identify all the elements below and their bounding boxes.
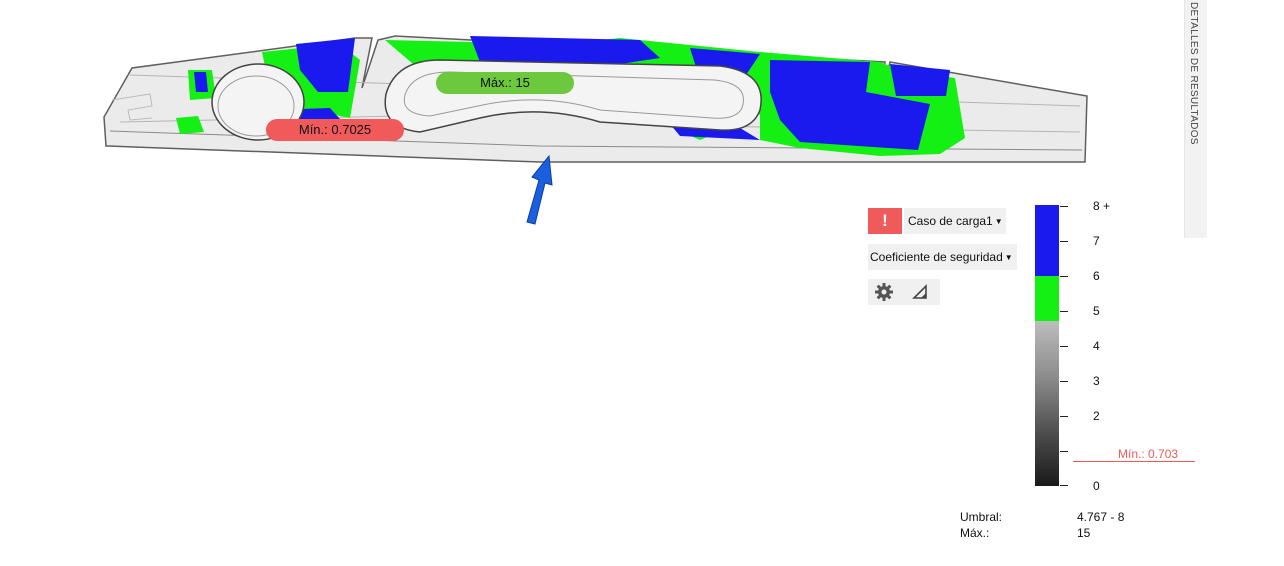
legend-min-marker-label: Mín.: 0.703 — [1118, 447, 1179, 461]
warning-icon[interactable]: ! — [868, 208, 902, 234]
result-details-tab-label: DETALLES DE RESULTADOS — [1188, 2, 1199, 145]
load-case-row: ! Caso de carga1 ▼ — [868, 208, 1006, 234]
threshold-label: Umbral: — [960, 510, 1003, 524]
part-notch — [111, 93, 153, 121]
legend-tick — [1060, 346, 1068, 347]
result-details-tab[interactable]: DETALLES DE RESULTADOS — [1184, 0, 1207, 238]
chevron-down-icon: ▼ — [994, 216, 1003, 226]
result-type-dropdown[interactable]: Coeficiente de seguridad ▼ — [868, 244, 1017, 270]
legend-tick — [1060, 206, 1068, 207]
triangle-probe-icon[interactable] — [912, 284, 928, 300]
legend-tick — [1060, 416, 1068, 417]
part-hole-inner — [217, 75, 295, 137]
legend-label: 0 — [1093, 479, 1100, 493]
legend-tools — [868, 279, 940, 305]
load-arrow-icon[interactable] — [526, 154, 553, 225]
legend-band-low — [1035, 321, 1059, 486]
max-label: Máx.: — [960, 526, 990, 540]
max-value: 15 — [1077, 526, 1091, 540]
part-slot-inner — [403, 71, 744, 119]
load-case-value: Caso de carga1 — [908, 214, 993, 228]
min-probe-badge[interactable]: Mín.: 0.7025 — [266, 119, 404, 141]
legend-label: 8 + — [1093, 199, 1111, 213]
legend-tick — [1060, 381, 1068, 382]
legend-min-marker-line — [1073, 461, 1195, 462]
legend-label: 4 — [1093, 339, 1100, 353]
legend-label: 7 — [1093, 234, 1100, 248]
threshold-value: 4.767 - 8 — [1077, 510, 1125, 524]
legend-tick — [1060, 311, 1068, 312]
legend-band-mid — [1035, 276, 1059, 321]
legend-band-high — [1035, 205, 1059, 276]
legend-color-bar — [1035, 205, 1059, 486]
max-probe-badge[interactable]: Máx.: 15 — [436, 72, 574, 94]
legend-tick — [1060, 276, 1068, 277]
legend-label: 3 — [1093, 374, 1100, 388]
legend-tick — [1060, 451, 1068, 452]
chevron-down-icon: ▼ — [1004, 252, 1013, 262]
legend-tick — [1060, 485, 1068, 486]
load-case-dropdown[interactable]: Caso de carga1 ▼ — [904, 208, 1006, 234]
legend-label: 2 — [1093, 409, 1100, 423]
legend-label: 6 — [1093, 269, 1100, 283]
result-type-value: Coeficiente de seguridad — [870, 250, 1003, 264]
gear-icon[interactable] — [874, 282, 894, 302]
legend-label: 5 — [1093, 304, 1100, 318]
legend-tick — [1060, 241, 1068, 242]
